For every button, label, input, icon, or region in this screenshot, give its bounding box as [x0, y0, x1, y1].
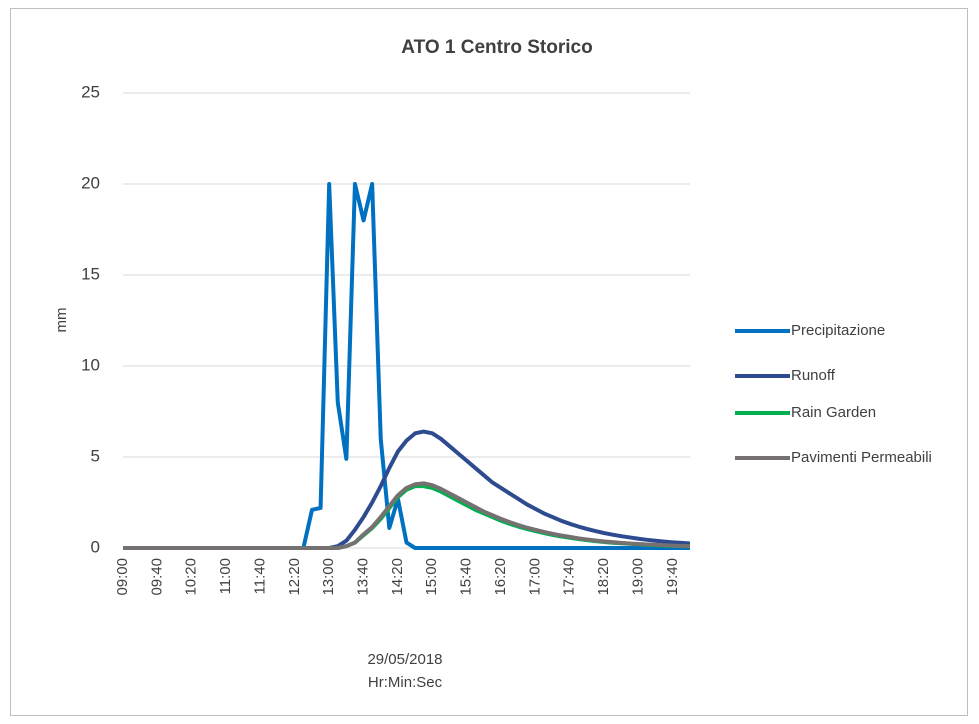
chart-title: ATO 1 Centro Storico [401, 37, 592, 58]
x-tick-label: 09:40 [148, 558, 165, 596]
x-tick-label: 09:00 [114, 558, 131, 596]
legend-label: Rain Garden [791, 404, 876, 421]
y-tick-label: 0 [91, 537, 100, 556]
y-tick-label: 20 [81, 173, 100, 192]
chart-border [10, 8, 968, 716]
x-tick-label: 19:40 [664, 558, 681, 596]
x-tick-label: 12:20 [286, 558, 303, 596]
x-tick-label: 17:00 [526, 558, 543, 596]
x-tick-label: 15:40 [458, 558, 475, 596]
x-axis-label: 29/05/2018 [367, 651, 442, 668]
x-tick-label: 13:40 [355, 558, 372, 596]
x-tick-label: 18:20 [595, 558, 612, 596]
x-tick-label: 14:20 [389, 558, 406, 596]
y-tick-label: 10 [81, 355, 100, 374]
x-tick-label: 13:00 [320, 558, 337, 596]
legend-label: Precipitazione [791, 322, 885, 339]
y-tick-label: 25 [81, 82, 100, 101]
x-tick-label: 11:00 [217, 558, 234, 594]
y-tick-label: 5 [91, 446, 100, 465]
series-line [123, 481, 691, 550]
y-axis-label: mm [53, 308, 70, 333]
legend-label: Pavimenti Permeabili [791, 449, 932, 466]
x-axis-label: Hr:Min:Sec [368, 674, 443, 691]
x-tick-label: 16:20 [492, 558, 509, 596]
y-tick-label: 15 [81, 264, 100, 283]
legend-label: Runoff [791, 367, 836, 384]
x-tick-label: 17:40 [561, 558, 578, 596]
x-tick-label: 11:40 [251, 558, 268, 594]
x-tick-label: 19:00 [629, 558, 646, 596]
x-tick-label: 15:00 [423, 558, 440, 596]
x-tick-label: 10:20 [183, 558, 200, 596]
